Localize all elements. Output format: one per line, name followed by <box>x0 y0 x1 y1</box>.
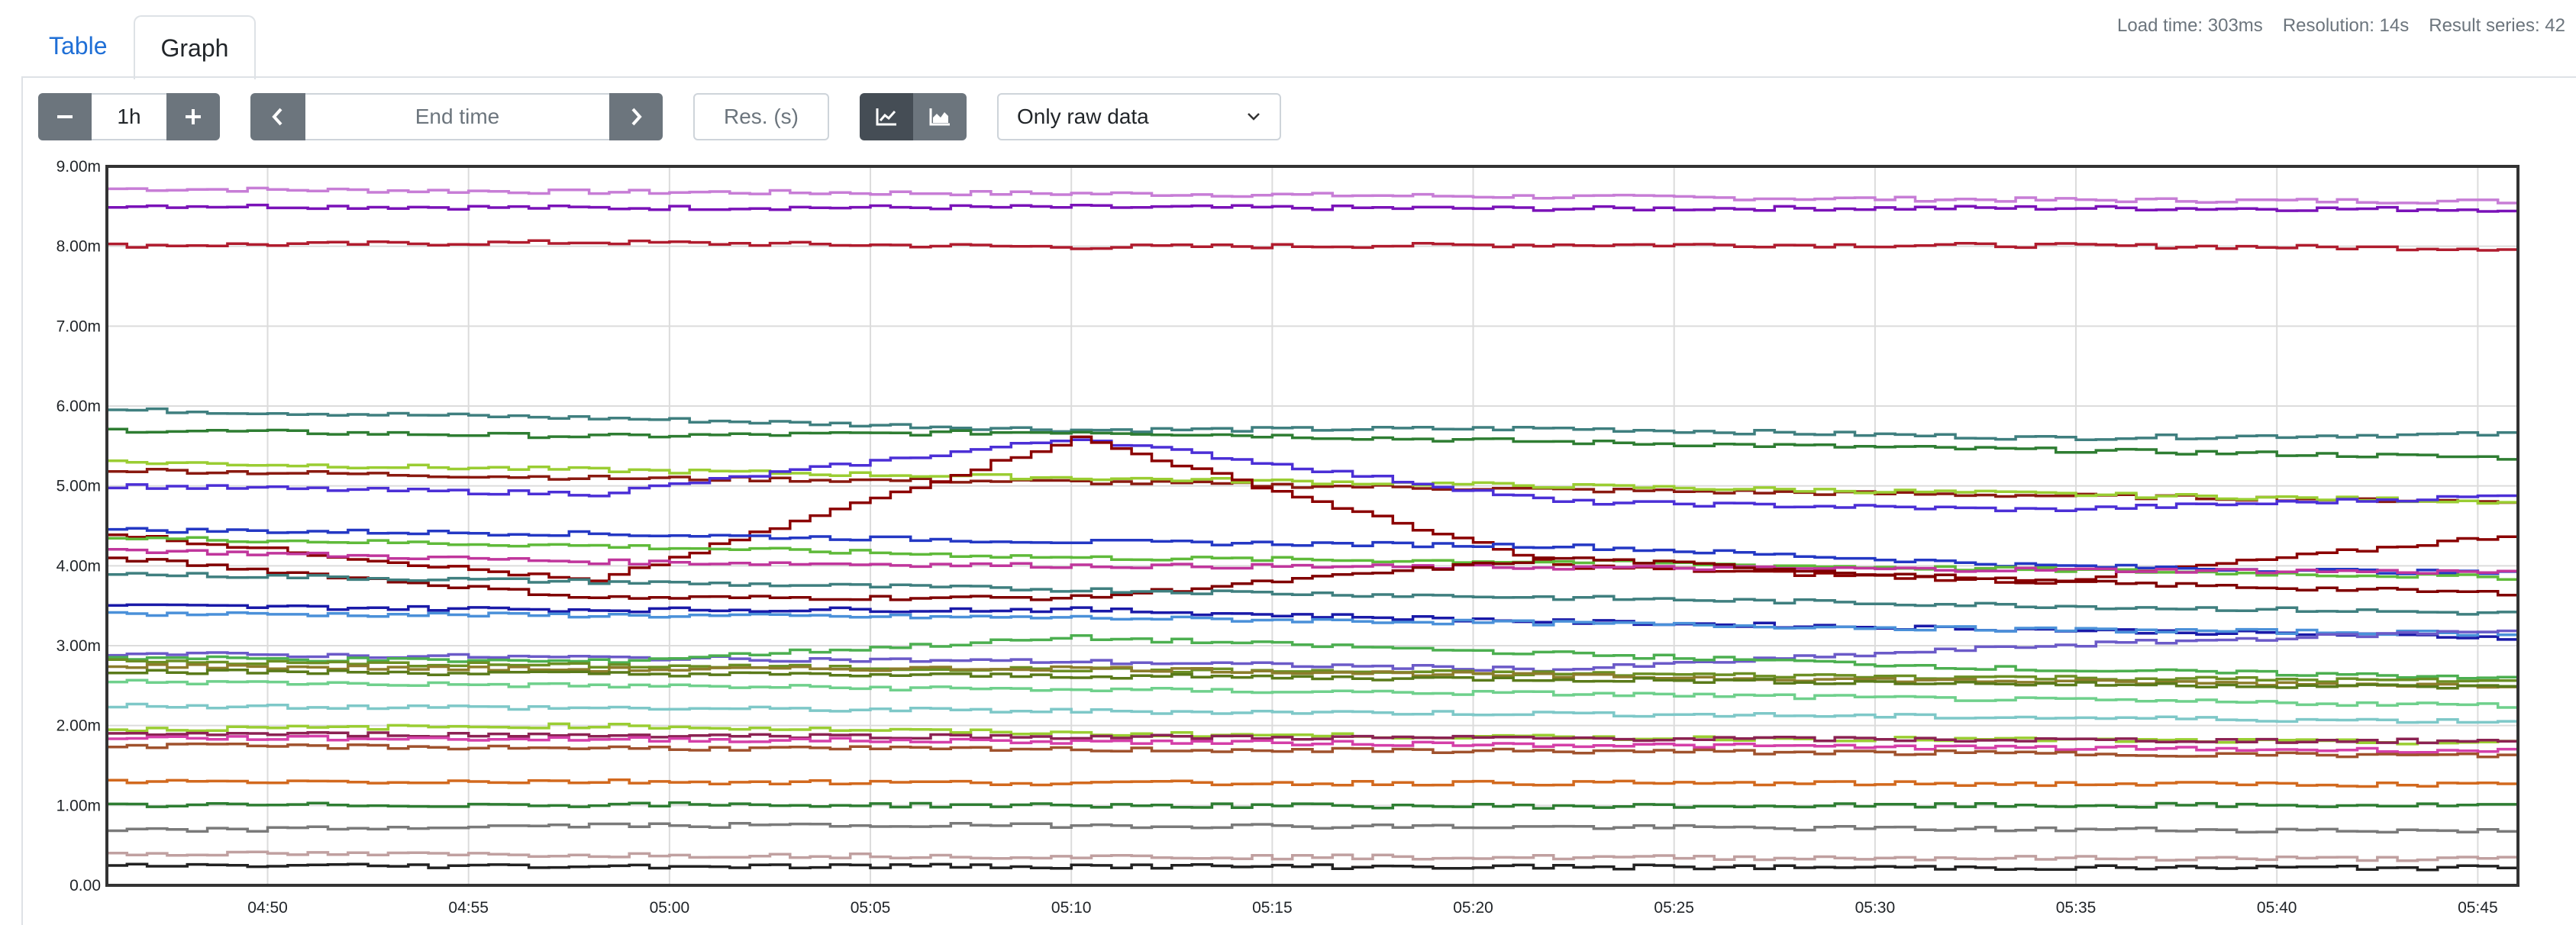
data-mode-value: Only raw data <box>1017 105 1149 128</box>
next-time-button[interactable] <box>609 93 663 140</box>
plus-icon <box>186 109 201 124</box>
graph-controls: 1h End time Res. (s) Only raw data <box>38 93 1281 140</box>
decrease-range-button[interactable] <box>38 93 92 140</box>
series-line[interactable] <box>107 611 2520 637</box>
y-tick-label: 4.00m <box>56 557 101 575</box>
series-line[interactable] <box>107 629 2518 673</box>
range-group: 1h <box>38 93 220 140</box>
y-tick-label: 1.00m <box>56 797 101 814</box>
series-line[interactable] <box>107 438 2520 513</box>
series-line[interactable] <box>107 603 2520 641</box>
series-line[interactable] <box>107 702 2520 724</box>
series-line[interactable] <box>107 734 2520 754</box>
range-input[interactable]: 1h <box>92 93 166 140</box>
tab-table[interactable]: Table <box>49 31 108 60</box>
series-line[interactable] <box>107 572 2520 616</box>
area-chart-icon <box>929 108 950 126</box>
x-tick-label: 05:05 <box>851 899 891 917</box>
series-line[interactable] <box>107 527 2520 576</box>
series-line[interactable] <box>107 742 2520 759</box>
y-tick-label: 9.00m <box>56 158 101 176</box>
series-line[interactable] <box>107 850 2520 862</box>
series-line[interactable] <box>107 407 2520 441</box>
data-mode-select[interactable]: Only raw data <box>997 93 1281 140</box>
y-tick-label: 7.00m <box>56 317 101 335</box>
y-tick-label: 3.00m <box>56 637 101 655</box>
previous-time-button[interactable] <box>250 93 305 140</box>
stacked-mode-button[interactable] <box>913 93 967 140</box>
x-tick-label: 05:00 <box>650 899 690 917</box>
series-line[interactable] <box>107 862 2520 872</box>
x-tick-label: 05:15 <box>1252 899 1293 917</box>
series-line[interactable] <box>107 427 2520 461</box>
minus-icon <box>57 115 73 118</box>
series-line[interactable] <box>107 663 2520 689</box>
x-tick-label: 04:55 <box>448 899 489 917</box>
series-line[interactable] <box>107 459 2520 505</box>
x-tick-label: 05:20 <box>1453 899 1493 917</box>
graph-panel <box>21 76 2576 925</box>
chevron-left-icon <box>272 108 282 126</box>
chevron-right-icon <box>631 108 642 126</box>
x-tick-label: 05:10 <box>1051 899 1092 917</box>
series-line[interactable] <box>107 722 2520 746</box>
series-line[interactable] <box>107 468 2520 504</box>
y-tick-label: 6.00m <box>56 398 101 415</box>
line-chart-icon <box>876 108 896 126</box>
y-tick-label: 0.00 <box>69 877 101 894</box>
increase-range-button[interactable] <box>166 93 220 140</box>
series-line[interactable] <box>107 669 2520 690</box>
series-line[interactable] <box>107 556 2520 601</box>
series-line[interactable] <box>107 678 2520 709</box>
load-time: Load time: 303ms <box>2117 15 2263 36</box>
end-time-input[interactable]: End time <box>305 93 609 140</box>
series-line[interactable] <box>107 203 2520 213</box>
series-line[interactable] <box>107 730 2520 745</box>
x-tick-label: 05:45 <box>2458 899 2498 917</box>
series-line[interactable] <box>107 778 2520 788</box>
series-line[interactable] <box>107 536 2520 582</box>
plot-frame <box>105 165 2520 887</box>
series-line[interactable] <box>107 822 2520 834</box>
chevron-down-icon <box>1248 113 1260 121</box>
resolution-input[interactable]: Res. (s) <box>693 93 829 140</box>
x-tick-label: 05:30 <box>1855 899 1896 917</box>
x-tick-label: 05:35 <box>2056 899 2097 917</box>
x-tick-label: 05:40 <box>2257 899 2297 917</box>
chart-mode-group <box>860 93 967 140</box>
y-tick-label: 8.00m <box>56 238 101 256</box>
y-tick-label: 5.00m <box>56 478 101 495</box>
unstacked-mode-button[interactable] <box>860 93 913 140</box>
tab-graph[interactable]: Graph <box>133 15 257 79</box>
series-line[interactable] <box>107 548 2520 575</box>
y-axis: 0.00 1.00m 2.00m 3.00m 4.00m 5.00m 6.00m 7.00m 8… <box>56 158 101 894</box>
resolution-stat: Resolution: 14s <box>2282 15 2410 36</box>
chart-series-group <box>107 186 2520 872</box>
result-series: Result series: 42 <box>2429 15 2565 36</box>
series-line[interactable] <box>107 239 2520 252</box>
tab-bar: Table Graph <box>23 14 257 79</box>
query-stats: Load time: 303ms Resolution: 14s Result … <box>2117 15 2565 37</box>
x-tick-label: 05:25 <box>1654 899 1694 917</box>
chart-grid <box>107 166 2518 886</box>
y-tick-label: 2.00m <box>56 717 101 735</box>
x-axis: 04:50 04:55 05:00 05:05 05:10 05:15 05:20 05:25… <box>247 899 2497 917</box>
end-time-group: End time <box>250 93 663 140</box>
series-line[interactable] <box>107 801 2520 810</box>
series-line[interactable] <box>107 634 2520 680</box>
series-line[interactable] <box>107 186 2520 205</box>
x-tick-label: 04:50 <box>247 899 288 917</box>
